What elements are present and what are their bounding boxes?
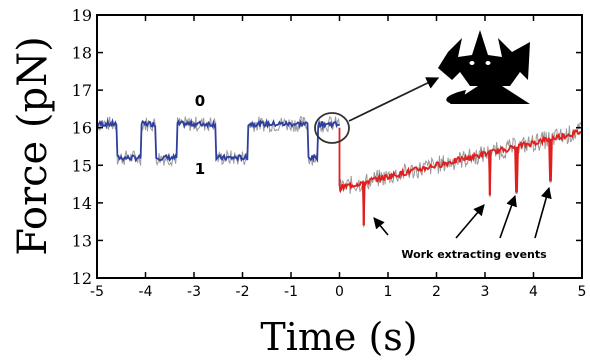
x-tick-label: 1 xyxy=(384,284,393,300)
zoom-arrow xyxy=(348,77,440,122)
y-tick-label: 14 xyxy=(72,194,92,213)
zoom-circle xyxy=(314,112,350,144)
red-series-line xyxy=(338,127,582,226)
x-tick-label: 0 xyxy=(335,284,344,300)
x-axis-ticks: -5 -4 -3 -2 -1 0 1 2 3 4 5 xyxy=(90,15,586,300)
y-tick-label: 18 xyxy=(72,44,92,63)
event-arrow xyxy=(534,186,552,239)
x-axis-title: Time (s) xyxy=(260,315,417,359)
state-label-upper: 0 xyxy=(195,92,205,110)
x-tick-label: -2 xyxy=(236,284,250,300)
demon-icon xyxy=(438,30,530,104)
x-tick-label: 5 xyxy=(578,284,587,300)
y-axis-title: Force (pN) xyxy=(10,36,56,255)
event-arrow xyxy=(455,204,485,239)
event-arrow xyxy=(499,194,517,239)
trace-layer xyxy=(97,115,582,228)
x-tick-label: -4 xyxy=(139,284,153,300)
y-tick-label: 12 xyxy=(72,269,92,288)
y-tick-label: 16 xyxy=(72,119,92,138)
x-tick-label: -3 xyxy=(187,284,201,300)
raw-trace-red-section xyxy=(339,122,582,228)
y-tick-label: 19 xyxy=(72,6,92,25)
x-tick-label: 3 xyxy=(481,284,490,300)
x-tick-label: -5 xyxy=(90,284,104,300)
y-tick-label: 13 xyxy=(72,231,92,250)
y-tick-label: 17 xyxy=(72,81,92,100)
event-arrow xyxy=(373,217,389,236)
x-tick-label: 4 xyxy=(529,284,538,300)
y-axis-ticks: 12 13 14 15 16 17 18 19 xyxy=(72,6,582,288)
y-tick-label: 15 xyxy=(72,156,92,175)
state-label-lower: 1 xyxy=(195,160,205,178)
blue-series-line xyxy=(97,117,340,163)
events-annotation: Work extracting events xyxy=(401,248,547,261)
x-tick-label: 2 xyxy=(432,284,441,300)
x-tick-label: -1 xyxy=(284,284,298,300)
